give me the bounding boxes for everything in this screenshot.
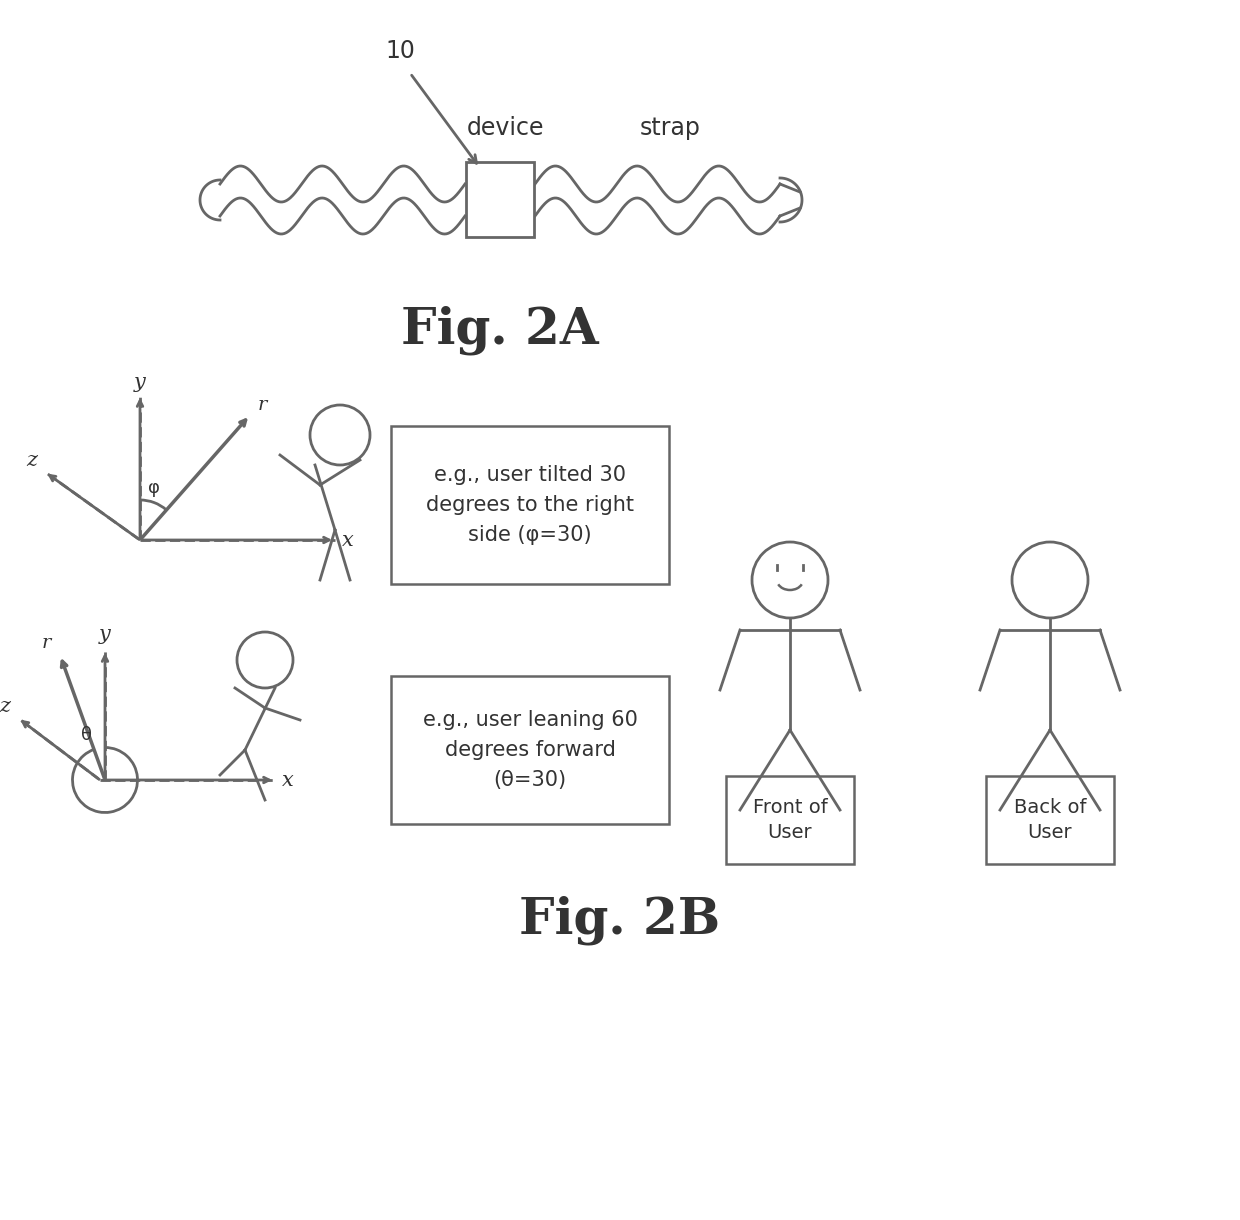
Text: Fig. 2B: Fig. 2B (520, 895, 720, 944)
FancyBboxPatch shape (986, 776, 1114, 864)
FancyBboxPatch shape (391, 426, 670, 584)
Text: r: r (258, 396, 267, 414)
Text: θ: θ (82, 726, 93, 744)
Text: Front of
User: Front of User (753, 798, 827, 842)
FancyBboxPatch shape (391, 676, 670, 824)
Text: strap: strap (640, 116, 701, 140)
Text: e.g., user leaning 60
degrees forward
(θ=30): e.g., user leaning 60 degrees forward (θ… (423, 710, 637, 789)
Text: x: x (342, 531, 353, 549)
Text: e.g., user tilted 30
degrees to the right
side (φ=30): e.g., user tilted 30 degrees to the righ… (427, 465, 634, 544)
Text: z: z (0, 697, 10, 715)
Text: device: device (466, 116, 544, 140)
Text: r: r (41, 634, 51, 651)
Text: x: x (283, 771, 294, 789)
Text: Fig. 2A: Fig. 2A (401, 305, 599, 355)
Text: y: y (99, 626, 110, 644)
FancyBboxPatch shape (725, 776, 854, 864)
Text: 10: 10 (386, 39, 415, 63)
Text: z: z (26, 450, 37, 470)
Text: y: y (134, 372, 146, 392)
Bar (466, 162, 534, 237)
Text: φ: φ (148, 479, 160, 497)
Text: Back of
User: Back of User (1014, 798, 1086, 842)
